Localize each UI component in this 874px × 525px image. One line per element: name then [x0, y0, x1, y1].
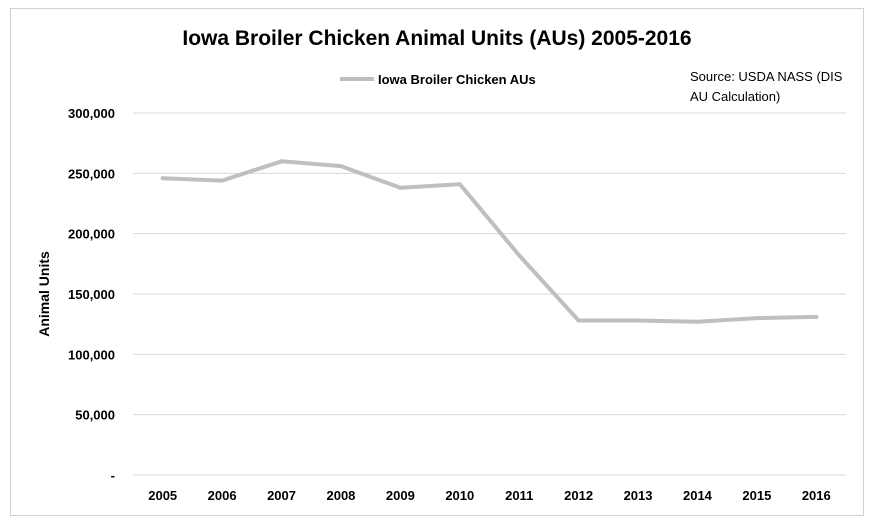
y-axis-ticks: - 50,000 100,000 150,000 200,000 250,000 300,0…	[68, 106, 115, 483]
data-point	[636, 318, 641, 323]
data-point	[338, 164, 343, 169]
x-tick-label: 2006	[208, 488, 237, 503]
legend-label: Iowa Broiler Chicken AUs	[378, 72, 536, 87]
data-point	[814, 314, 819, 319]
x-tick-label: 2012	[564, 488, 593, 503]
data-point	[754, 316, 759, 321]
x-tick-label: 2016	[802, 488, 831, 503]
data-point	[695, 319, 700, 324]
y-axis-label: Animal Units	[36, 251, 52, 337]
x-tick-label: 2011	[505, 488, 533, 503]
data-point	[517, 253, 522, 258]
data-point	[160, 176, 165, 181]
x-axis-ticks: 2005 2006 2007 2008 2009 2010 2011 2012 2013 2014…	[148, 488, 831, 503]
series-line	[160, 159, 819, 324]
x-tick-label: 2009	[386, 488, 415, 503]
chart-title: Iowa Broiler Chicken Animal Units (AUs) …	[182, 27, 691, 50]
x-tick-label: 2015	[742, 488, 771, 503]
x-tick-label: 2005	[148, 488, 177, 503]
y-tick-label: 100,000	[68, 347, 115, 362]
x-tick-label: 2014	[683, 488, 713, 503]
y-tick-label: 50,000	[75, 408, 115, 423]
x-tick-label: 2010	[445, 488, 474, 503]
x-tick-label: 2008	[326, 488, 355, 503]
legend: Iowa Broiler Chicken AUs	[340, 72, 536, 87]
data-point	[279, 159, 284, 164]
y-tick-label: 250,000	[68, 166, 115, 181]
chart-frame	[10, 8, 864, 516]
series-group	[160, 159, 819, 324]
source-annotation-line2: AU Calculation)	[690, 89, 780, 104]
y-tick-label: 200,000	[68, 227, 115, 242]
y-tick-label: -	[111, 468, 115, 483]
data-point	[576, 318, 581, 323]
x-tick-label: 2013	[624, 488, 653, 503]
gridlines	[133, 112, 846, 476]
data-point	[457, 182, 462, 187]
y-tick-label: 300,000	[68, 106, 115, 121]
x-tick-label: 2007	[267, 488, 296, 503]
source-annotation-line1: Source: USDA NASS (DIS	[690, 69, 843, 84]
data-point	[398, 185, 403, 190]
y-tick-label: 150,000	[68, 287, 115, 302]
data-point	[220, 178, 225, 183]
